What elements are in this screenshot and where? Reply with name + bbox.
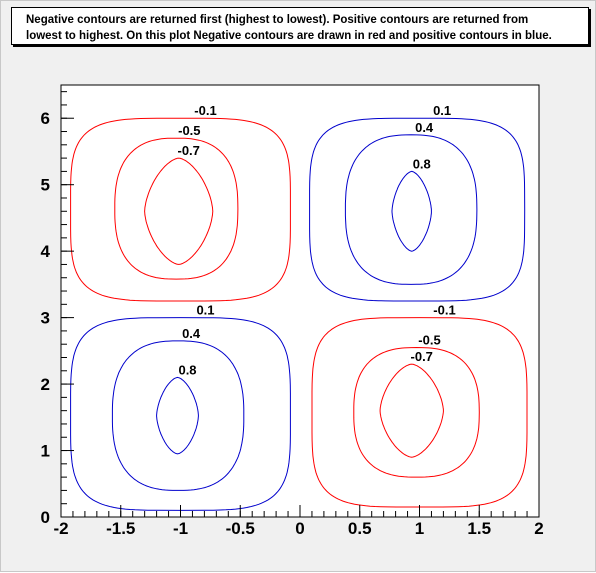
contour-positive-0p8 (156, 376, 199, 455)
contour-positive-0p1 (70, 317, 291, 511)
contour-negative--0p7 (379, 363, 444, 458)
axes: -2 -1.5 -1 -0.5 0 0.5 1 1.5 2 0 1 2 3 4 5 6 (41, 91, 544, 538)
x-tick-label: 1 (415, 519, 424, 538)
y-tick-label: 6 (41, 109, 50, 128)
y-tick-label: 4 (41, 242, 51, 261)
x-tick-label: 2 (534, 519, 543, 538)
contour-positive-0p8 (391, 170, 432, 252)
contour-negative--0p5 (114, 137, 239, 280)
x-tick-label: 1.5 (467, 519, 491, 538)
y-tick-label: 0 (41, 508, 50, 527)
title-line-2: lowest to highest. On this plot Negative… (26, 30, 552, 42)
title-box: Negative contours are returned first (hi… (11, 7, 589, 45)
contour-label: 0.1 (196, 303, 214, 318)
contour-positive-0p4 (344, 134, 478, 285)
contour-label: 0.4 (415, 120, 434, 135)
x-tick-label: -2 (53, 519, 68, 538)
y-tick-label: 2 (41, 375, 50, 394)
contour-negative--0p1 (311, 317, 528, 508)
contour-negative--0p7 (144, 157, 214, 265)
x-tick-label: 0 (295, 519, 304, 538)
x-tick-label: 0.5 (348, 519, 372, 538)
contour-label: 0.4 (182, 326, 201, 341)
title-line-1: Negative contours are returned first (hi… (26, 14, 529, 26)
x-tick-label: -1.5 (106, 519, 135, 538)
contour-lines: -0.1-0.5-0.70.10.40.80.10.40.8-0.1-0.5-0… (70, 103, 528, 511)
y-tick-label: 5 (41, 176, 50, 195)
contour-positive-0p1 (309, 117, 526, 302)
contour-label: -0.7 (178, 143, 200, 158)
plot-frame (60, 84, 540, 518)
contour-label: 0.1 (433, 103, 451, 118)
contour-negative--0p5 (353, 346, 480, 478)
contour-label: -0.5 (178, 123, 200, 138)
contour-label: 0.8 (178, 362, 196, 377)
y-tick-label: 1 (41, 442, 50, 461)
x-tick-label: -0.5 (226, 519, 255, 538)
x-tick-label: -1 (173, 519, 188, 538)
contour-label: -0.1 (433, 303, 455, 318)
contour-label: -0.1 (194, 103, 216, 118)
y-tick-label: 3 (41, 309, 50, 328)
contour-label: -0.5 (418, 333, 440, 348)
contour-negative--0p1 (70, 117, 291, 302)
contour-positive-0p4 (111, 340, 245, 491)
contour-label: -0.7 (411, 349, 433, 364)
contour-label: 0.8 (413, 156, 431, 171)
